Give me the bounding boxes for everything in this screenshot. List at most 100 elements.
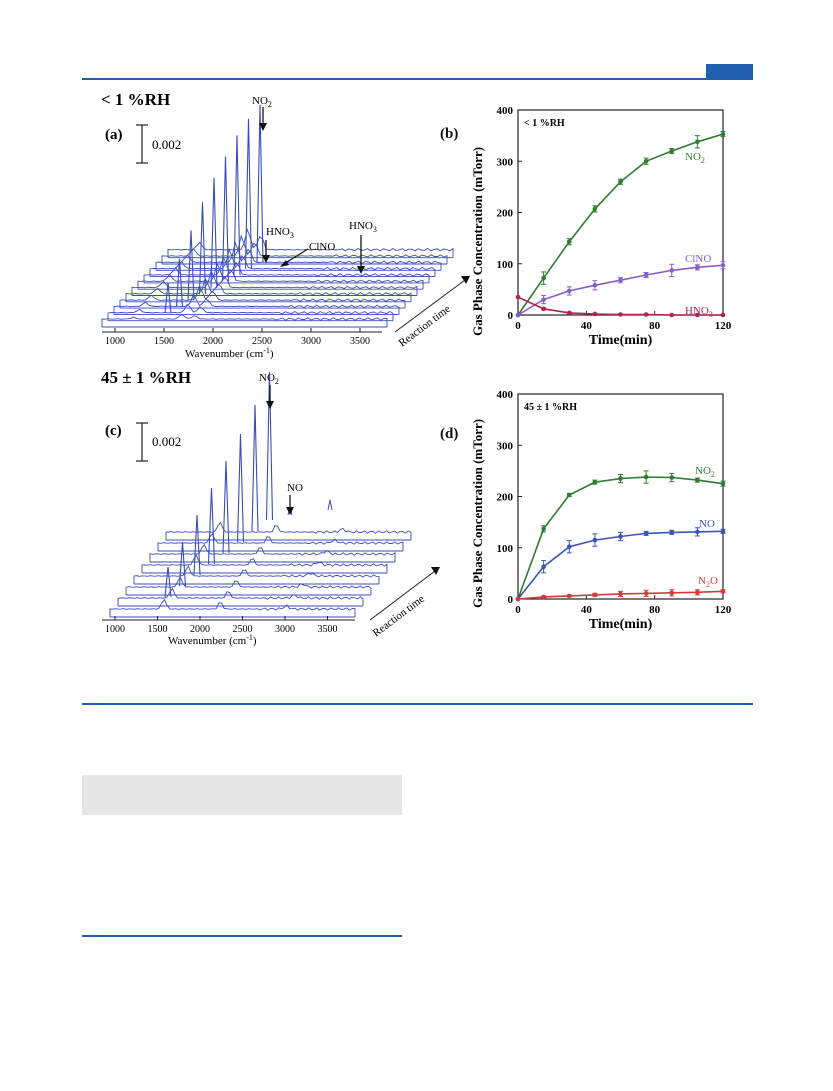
data-point xyxy=(643,474,649,480)
no2-peak xyxy=(244,118,253,269)
y-tick-label: 0 xyxy=(508,310,514,322)
no2-peak xyxy=(222,460,230,554)
series-label-n2o: N2O xyxy=(698,575,718,589)
time-axis-a xyxy=(394,279,466,333)
data-point xyxy=(592,311,598,317)
arrow-no-c-head xyxy=(286,507,294,515)
data-point xyxy=(592,592,598,598)
data-point xyxy=(618,534,623,539)
panel-letter-a: (a) xyxy=(105,127,123,143)
data-point xyxy=(720,589,726,594)
data-point xyxy=(566,492,572,498)
data-point xyxy=(643,272,649,278)
no2-peak xyxy=(236,433,245,543)
data-point xyxy=(592,206,598,212)
spectrum-trace xyxy=(131,269,418,296)
data-point xyxy=(618,312,623,317)
panel-letter-d-label: (d) xyxy=(440,426,459,442)
data-point xyxy=(695,590,700,595)
data-point xyxy=(618,591,623,597)
no2-peak xyxy=(207,487,216,565)
label-clno-a: ClNO xyxy=(309,241,335,253)
y-tick-label: 300 xyxy=(497,156,514,168)
data-point xyxy=(720,312,726,318)
x-tick-label: 0 xyxy=(515,320,521,332)
scale-value-c: 0.002 xyxy=(152,434,181,449)
scale-value-a: 0.002 xyxy=(152,137,181,152)
no2-peak xyxy=(221,156,230,282)
no2-peak xyxy=(256,104,264,263)
spectrum-trace xyxy=(143,255,430,283)
time-axis-label-c: Reaction time xyxy=(371,593,427,640)
spectrum-trace xyxy=(107,303,394,321)
wavenumber-ticks-a: 1000 1500 2000 2500 3000 3500 xyxy=(105,328,370,347)
y-tick-label: 100 xyxy=(497,259,514,271)
x-tick-label: 0 xyxy=(515,604,521,616)
wavenumber-tick-label: 1000 xyxy=(105,336,125,347)
data-point xyxy=(618,476,623,481)
data-point xyxy=(643,591,649,596)
no2-peak xyxy=(164,282,172,314)
y-tick-label: 400 xyxy=(497,105,514,117)
label-no-c: NO xyxy=(287,482,303,494)
wavenumber-ticks-c: 1000 1500 2000 2500 3000 3500 xyxy=(105,616,338,635)
condition-label-a: < 1 %RH xyxy=(101,90,170,109)
wavenumber-label-a: Wavenumber (cm-1) xyxy=(185,346,274,360)
wavenumber-tick-label: 2000 xyxy=(190,624,210,635)
wavenumber-tick-label: 3000 xyxy=(301,336,321,347)
wavenumber-tick-label: 2500 xyxy=(233,624,253,635)
y-tick-label: 200 xyxy=(497,492,514,504)
no2-peak xyxy=(233,135,241,276)
no2-peak xyxy=(164,566,172,598)
concentration-chart-b: Gas Phase Concentration (mTorr) 0 100 200 3… xyxy=(470,105,732,348)
plot-frame xyxy=(517,393,724,600)
time-axis-c-head xyxy=(431,567,440,575)
data-point xyxy=(695,477,700,483)
no2-peak xyxy=(265,371,274,521)
x-axis-label: Time(min) xyxy=(589,333,653,348)
data-point xyxy=(515,312,521,318)
data-point xyxy=(669,268,675,273)
spectrum-trace xyxy=(125,576,372,595)
no2-peak xyxy=(175,258,184,307)
series-label-no2: NO2 xyxy=(695,465,715,479)
time-axis-c xyxy=(369,570,436,621)
wavenumber-tick-label: 2000 xyxy=(203,336,223,347)
ylabel-b: Gas Phase Concentration (mTorr) xyxy=(470,147,485,336)
data-point xyxy=(695,265,700,270)
data-point xyxy=(566,544,572,550)
wavenumber-tick-label: 3000 xyxy=(275,624,295,635)
wavenumber-tick-label: 3500 xyxy=(318,624,338,635)
spectra-panel-a: < 1 %RH (a) 0.002 NO2 HNO3 ClNO HNO3 100… xyxy=(101,90,470,360)
spectrum-trace xyxy=(101,314,388,327)
data-point xyxy=(541,564,546,570)
grey-box xyxy=(82,775,402,815)
page-tab xyxy=(706,64,753,78)
spectrum-trace xyxy=(133,564,380,584)
no-peak xyxy=(327,499,333,511)
data-point xyxy=(566,593,572,599)
wavenumber-label-c: Wavenumber (cm-1) xyxy=(168,633,257,647)
data-point xyxy=(592,537,598,543)
no2-peak xyxy=(178,541,187,587)
panel-letter-b-label: (b) xyxy=(440,126,459,142)
data-point xyxy=(541,594,546,600)
x-tick-label: 80 xyxy=(649,604,661,616)
data-point xyxy=(695,529,700,535)
spectrum-trace xyxy=(109,598,356,617)
data-point xyxy=(618,277,623,283)
label-no2-a: NO2 xyxy=(252,95,272,109)
wavenumber-tick-label: 2500 xyxy=(252,336,272,347)
y-tick-label: 300 xyxy=(497,440,514,452)
data-point xyxy=(541,297,546,302)
spectrum-trace xyxy=(157,532,404,551)
x-tick-label: 40 xyxy=(581,320,593,332)
time-axis-a-head xyxy=(461,276,470,284)
data-point xyxy=(643,158,649,164)
arrow-hno3-left-a-head xyxy=(262,255,270,263)
series-label-hno3: HNO3 xyxy=(685,305,713,319)
data-point xyxy=(720,262,726,268)
data-point xyxy=(592,282,598,288)
spectrum-trace xyxy=(141,554,388,573)
spectrum-trace xyxy=(155,241,442,271)
